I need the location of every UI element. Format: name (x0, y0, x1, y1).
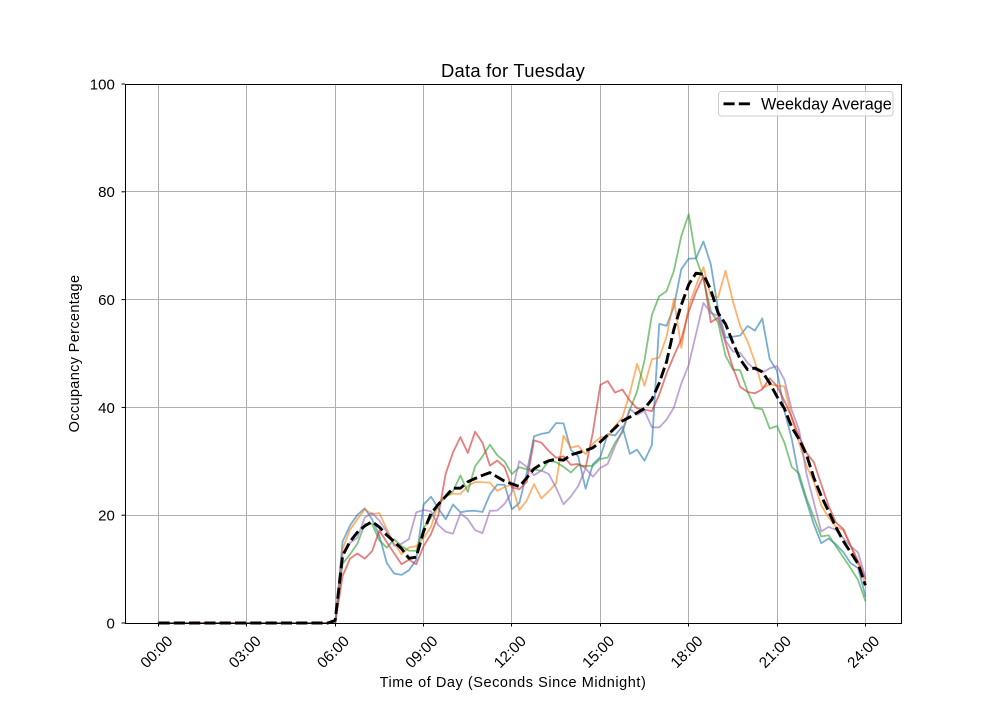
svg-text:Occupancy Percentage: Occupancy Percentage (67, 275, 83, 433)
svg-text:Weekday Average: Weekday Average (761, 95, 892, 113)
svg-text:0: 0 (106, 615, 114, 632)
svg-text:60: 60 (98, 292, 115, 309)
svg-text:100: 100 (90, 76, 115, 93)
svg-text:20: 20 (98, 508, 115, 525)
svg-text:Time of Day (Seconds Since Mid: Time of Day (Seconds Since Midnight) (380, 675, 647, 691)
svg-text:80: 80 (98, 184, 115, 201)
svg-text:Data for Tuesday: Data for Tuesday (441, 60, 586, 81)
svg-text:40: 40 (98, 400, 115, 417)
